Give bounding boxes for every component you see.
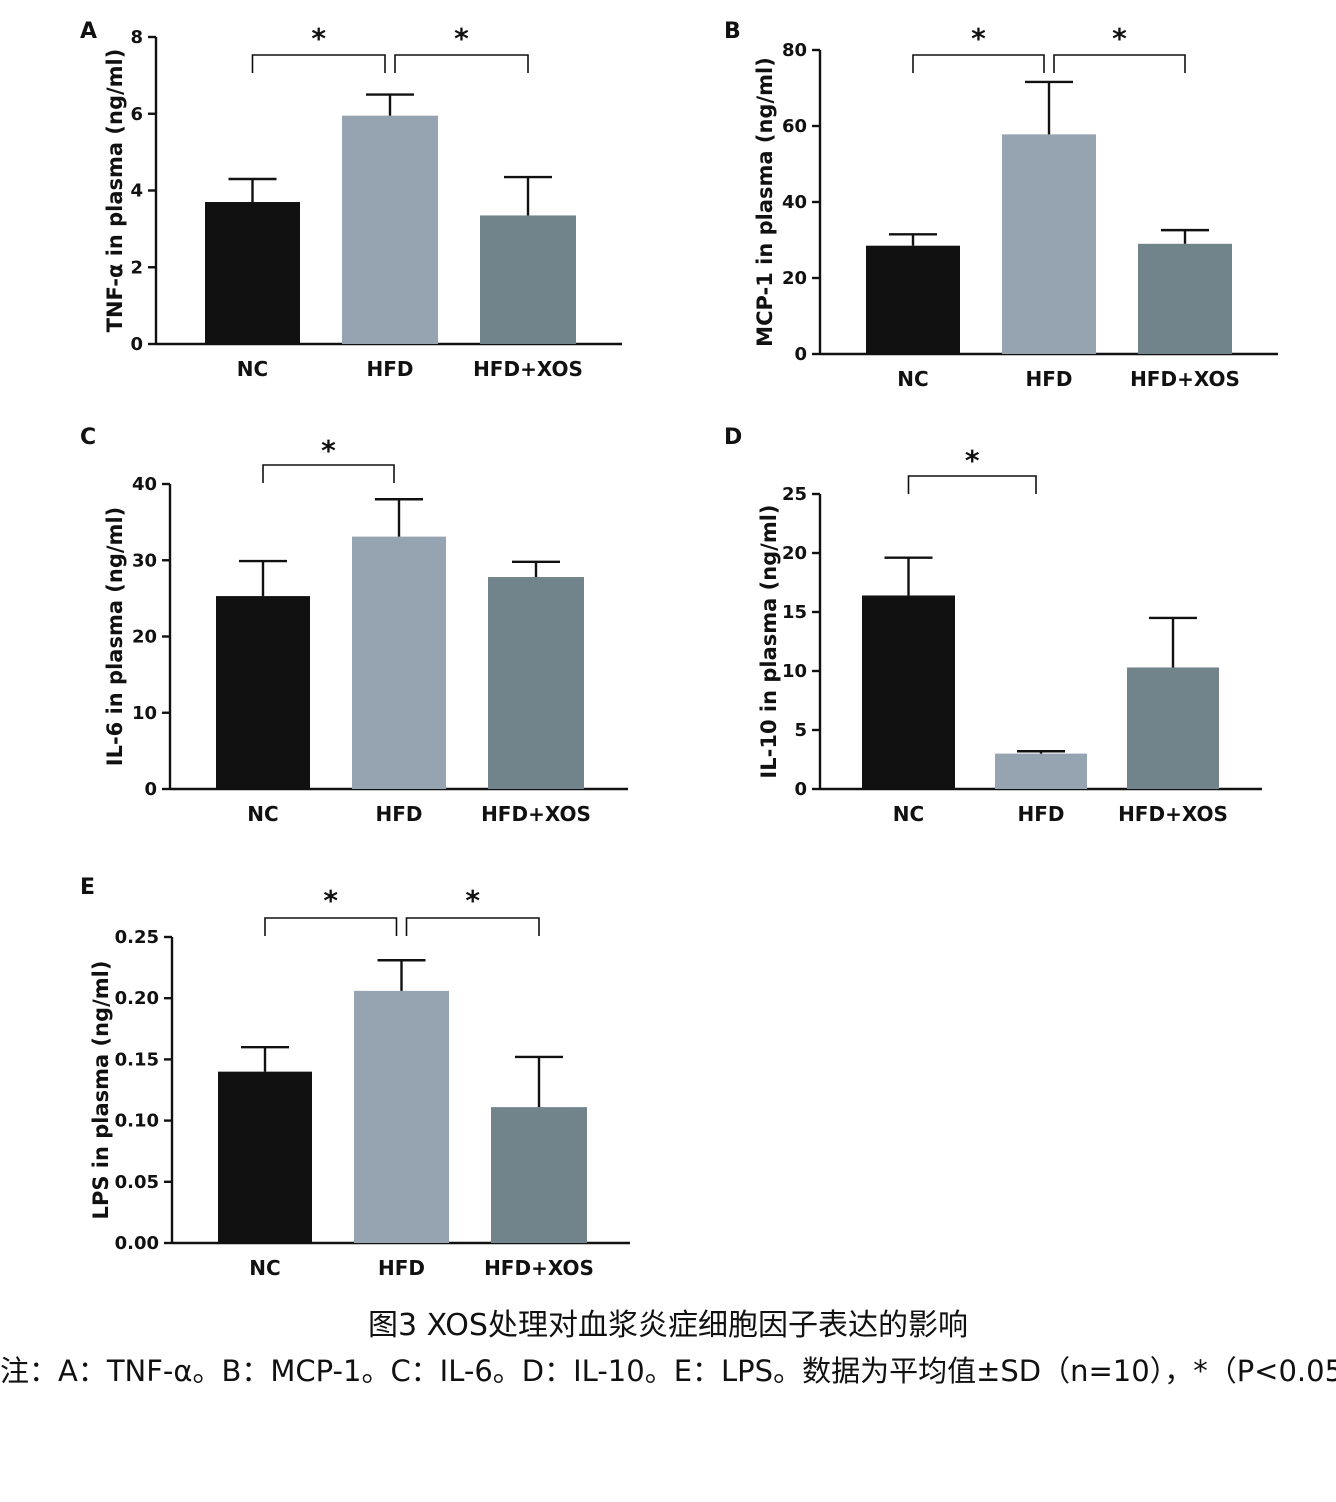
- panel-c-category-label: NC: [247, 802, 278, 826]
- panel-b-y-tick-label: 40: [782, 192, 807, 213]
- panel-e-y-axis-label: LPS in plasma (ng/ml): [89, 961, 113, 1220]
- panel-b-category-label: HFD+XOS: [1130, 367, 1240, 391]
- panel-c-y-tick-label: 20: [132, 627, 157, 648]
- panel-d-y-tick-label: 20: [782, 543, 807, 564]
- panel-a-significance-star: *: [454, 22, 469, 55]
- panel-e-y-tick-label: 0.20: [115, 988, 159, 1009]
- panel-a-bar-hfd: [342, 115, 438, 344]
- panel-e-bar-hfd: [354, 990, 449, 1243]
- panel-b-bar-hfd: [1002, 134, 1096, 354]
- panel-c-bar-hfd-xos: [488, 577, 584, 789]
- panel-a-y-tick-label: 2: [130, 257, 143, 278]
- panel-c-y-tick-label: 10: [132, 703, 157, 724]
- panel-a-bar-nc: [205, 202, 300, 344]
- panel-c-y-axis-label: IL-6 in plasma (ng/ml): [103, 507, 127, 767]
- panel-d-significance-star: *: [965, 444, 980, 477]
- panel-d-bar-hfd-xos: [1127, 667, 1219, 789]
- panel-b-bar-hfd-xos: [1138, 243, 1232, 354]
- panel-e-category-label: HFD: [378, 1256, 425, 1280]
- panel-c-significance-bracket: [262, 464, 395, 483]
- panel-d-y-axis-label: IL-10 in plasma (ng/ml): [757, 504, 781, 778]
- panel-c-bar-nc: [216, 596, 310, 789]
- panel-d-y-tick-label: 25: [782, 484, 807, 505]
- panel-e-letter: E: [80, 875, 95, 900]
- panel-d-significance-bracket: [907, 475, 1037, 494]
- panel-d-y-tick-label: 5: [794, 720, 807, 741]
- panel-c-category-label: HFD: [375, 802, 422, 826]
- panel-b-significance-star: *: [1112, 22, 1127, 55]
- figure-caption-note: 注：A：TNF-α。B：MCP-1。C：IL-6。D：IL-10。E：LPS。数…: [0, 1354, 1336, 1388]
- panel-e-category-label: NC: [249, 1256, 280, 1280]
- panel-b-significance-bracket: [1053, 54, 1186, 73]
- panel-d-y-tick-label: 0: [794, 779, 807, 800]
- panel-d-bar-nc: [862, 595, 955, 789]
- panel-b-bar-nc: [866, 245, 960, 354]
- panel-c-y-tick-label: 40: [132, 474, 157, 495]
- panel-a-letter: A: [80, 19, 97, 44]
- panel-b-y-tick-label: 80: [782, 40, 807, 61]
- panel-d-bar-hfd: [995, 753, 1087, 789]
- panel-e-significance-bracket: [264, 917, 398, 936]
- panel-b-category-label: HFD: [1025, 367, 1072, 391]
- panel-a-category-label: NC: [237, 357, 268, 381]
- panel-c-significance-star: *: [321, 434, 336, 467]
- panel-b-significance-star: *: [971, 22, 986, 55]
- panel-a-y-tick-label: 0: [130, 334, 143, 355]
- panel-e-significance-star: *: [323, 884, 338, 917]
- panel-a-y-tick-label: 6: [130, 104, 143, 125]
- panel-a-y-tick-label: 4: [130, 181, 143, 202]
- panel-b-significance-bracket: [912, 54, 1045, 73]
- panel-c-y-tick-label: 30: [132, 550, 157, 571]
- panel-e-category-label: HFD+XOS: [484, 1256, 594, 1280]
- panel-d-category-label: HFD+XOS: [1118, 802, 1228, 826]
- panel-e-y-tick-label: 0.00: [115, 1233, 159, 1254]
- panel-e-y-tick-label: 0.10: [115, 1111, 159, 1132]
- panel-b-category-label: NC: [897, 367, 928, 391]
- panel-b-letter: B: [724, 19, 741, 44]
- panel-a-y-axis-label: TNF-α in plasma (ng/ml): [103, 49, 127, 333]
- panel-d-letter: D: [724, 425, 742, 450]
- panel-e-significance-bracket: [405, 917, 540, 936]
- panel-d-y-tick-label: 10: [782, 661, 807, 682]
- panel-e-bar-nc: [218, 1071, 312, 1243]
- panel-e-bar-hfd-xos: [491, 1107, 587, 1243]
- panel-d-category-label: HFD: [1017, 802, 1064, 826]
- panel-a-category-label: HFD+XOS: [473, 357, 583, 381]
- panel-c-category-label: HFD+XOS: [481, 802, 591, 826]
- panel-d-category-label: NC: [893, 802, 924, 826]
- panel-e-y-tick-label: 0.15: [115, 1049, 159, 1070]
- panel-c-y-tick-label: 0: [144, 779, 157, 800]
- panel-b-y-tick-label: 0: [794, 344, 807, 365]
- panel-b-y-tick-label: 60: [782, 116, 807, 137]
- panel-d-y-tick-label: 15: [782, 602, 807, 623]
- panel-b-y-tick-label: 20: [782, 268, 807, 289]
- panel-a-y-tick-label: 8: [130, 27, 143, 48]
- figure-caption-title: 图3 XOS处理对血浆炎症细胞因子表达的影响: [368, 1308, 968, 1343]
- panel-a-bar-hfd-xos: [480, 215, 576, 344]
- panel-e-y-tick-label: 0.25: [115, 927, 159, 948]
- panel-a-significance-bracket: [251, 54, 386, 73]
- panel-c-bar-hfd: [352, 536, 446, 789]
- panel-e-y-tick-label: 0.05: [115, 1172, 159, 1193]
- panel-c-letter: C: [80, 425, 96, 450]
- panel-a-significance-star: *: [311, 22, 326, 55]
- panel-e-significance-star: *: [465, 884, 480, 917]
- panel-b-y-axis-label: MCP-1 in plasma (ng/ml): [753, 57, 777, 347]
- panel-a-category-label: HFD: [366, 357, 413, 381]
- panel-a-significance-bracket: [394, 54, 529, 73]
